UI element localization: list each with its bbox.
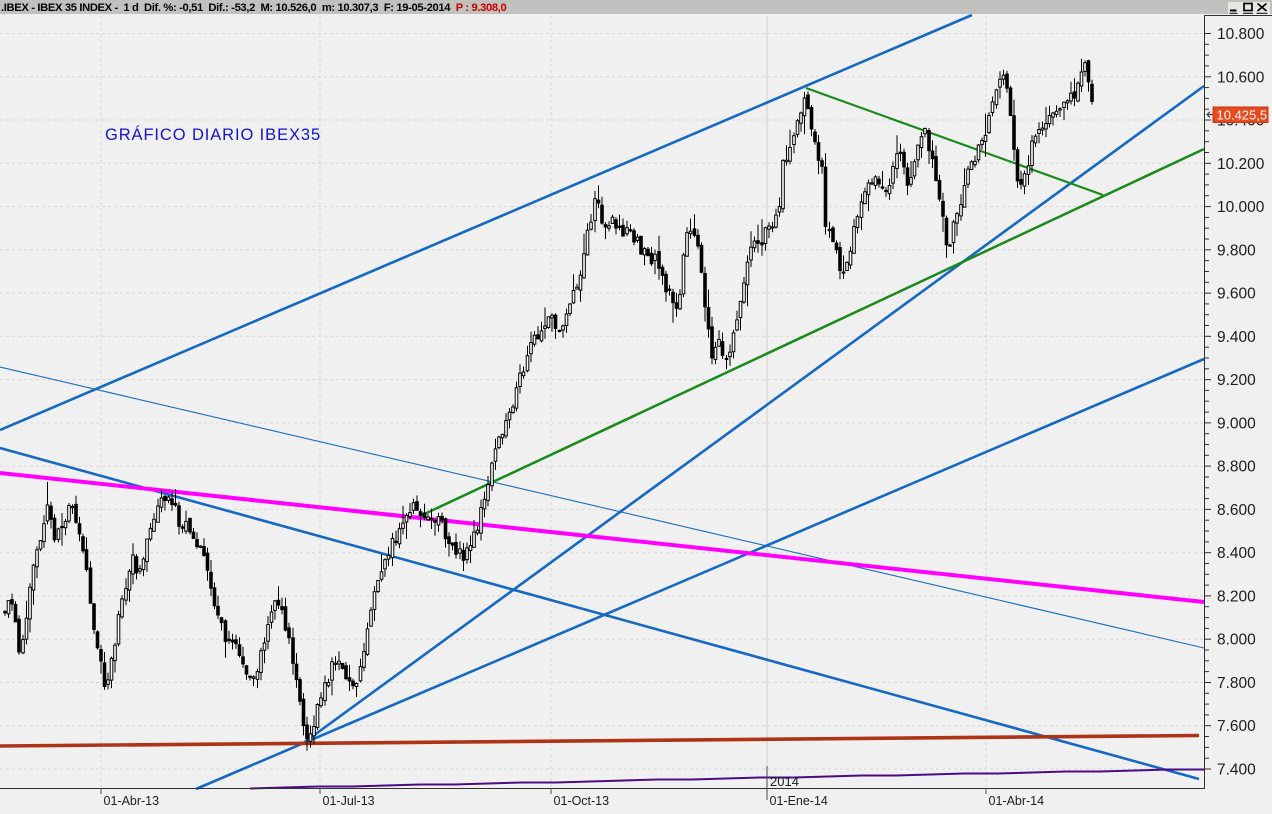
svg-text:8.800: 8.800 (1217, 459, 1256, 476)
svg-text:10.425,5: 10.425,5 (1217, 108, 1268, 123)
svg-text:9.200: 9.200 (1217, 372, 1256, 389)
svg-text:10.000: 10.000 (1217, 199, 1265, 216)
svg-text:9.000: 9.000 (1217, 415, 1256, 432)
svg-text:01-Abr-14: 01-Abr-14 (989, 794, 1045, 808)
svg-text:8.200: 8.200 (1217, 588, 1256, 605)
svg-text:01-Oct-13: 01-Oct-13 (554, 794, 610, 808)
svg-text:9.800: 9.800 (1217, 242, 1256, 259)
svg-text:8.600: 8.600 (1217, 502, 1256, 519)
svg-text:7.600: 7.600 (1217, 718, 1256, 735)
svg-text:8.000: 8.000 (1217, 632, 1256, 649)
svg-text:8.400: 8.400 (1217, 545, 1256, 562)
svg-text:10.600: 10.600 (1217, 69, 1265, 86)
svg-text:9.600: 9.600 (1217, 286, 1256, 303)
svg-text:01-Ene-14: 01-Ene-14 (770, 794, 828, 808)
svg-text:7.800: 7.800 (1217, 675, 1256, 692)
svg-text:10.800: 10.800 (1217, 26, 1265, 43)
svg-text:GRÁFICO DIARIO IBEX35: GRÁFICO DIARIO IBEX35 (105, 125, 321, 144)
svg-text:10.200: 10.200 (1217, 156, 1265, 173)
svg-text:2014: 2014 (770, 774, 799, 789)
svg-text:01-Abr-13: 01-Abr-13 (104, 794, 160, 808)
svg-text:7.400: 7.400 (1217, 762, 1256, 779)
svg-text:9.400: 9.400 (1217, 329, 1256, 346)
svg-text:01-Jul-13: 01-Jul-13 (323, 794, 375, 808)
